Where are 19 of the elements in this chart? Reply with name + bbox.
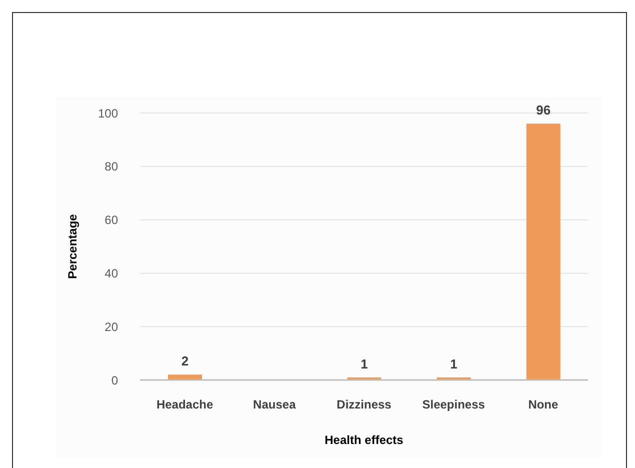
y-tick-label: 100: [98, 106, 118, 120]
x-tick-label: Sleepiness: [422, 398, 486, 412]
data-label: 1: [450, 356, 458, 372]
x-tick-label: Dizziness: [336, 398, 392, 412]
y-tick-label: 0: [111, 373, 118, 388]
y-tick-label: 80: [104, 160, 118, 174]
y-tick-label: 40: [104, 266, 118, 280]
data-label: 96: [536, 102, 551, 118]
data-label: 1: [360, 356, 368, 372]
data-label: 2: [181, 354, 189, 369]
bar: [526, 124, 560, 380]
y-tick-label: 20: [104, 320, 118, 334]
x-tick-label: Nausea: [253, 398, 296, 412]
bar: [168, 374, 202, 380]
y-tick-label: 60: [104, 213, 118, 228]
x-axis-title: Health effects: [324, 433, 404, 447]
x-tick-label: None: [528, 398, 559, 412]
y-axis-title: Percentage: [65, 214, 80, 279]
x-tick-label: Headache: [156, 398, 214, 412]
